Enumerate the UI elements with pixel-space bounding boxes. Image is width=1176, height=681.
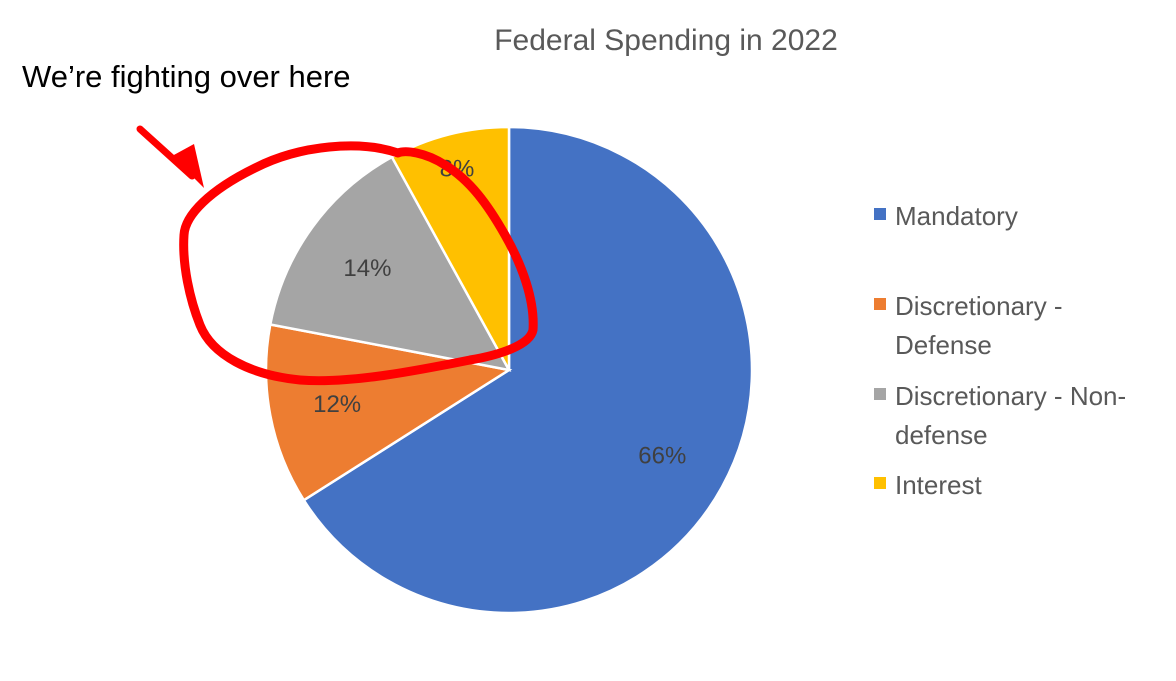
legend-item-discretionary-non-defense: Discretionary - Non-defense — [874, 381, 1126, 450]
annotation-text: We’re fighting over here — [22, 59, 351, 94]
pie-slice-discretionary-non-defense — [268, 155, 512, 372]
legend-swatch — [874, 208, 886, 220]
data-label-discretionary-defense: 12% — [313, 391, 361, 418]
legend-swatch — [874, 388, 886, 400]
data-label-discretionary-non-defense: 14% — [343, 255, 391, 282]
pie-data-labels: 66%12%14%8% — [313, 156, 686, 470]
legend-label: Discretionary - Non- — [895, 381, 1126, 411]
legend-label: Interest — [895, 470, 982, 500]
data-label-mandatory: 66% — [638, 442, 686, 469]
pie-slice-mandatory — [302, 125, 754, 615]
legend-item-discretionary-defense: Discretionary - Defense — [874, 291, 1063, 360]
pie-slices — [264, 125, 754, 615]
annotation-arrow-icon — [136, 125, 196, 180]
legend-label: Discretionary - — [895, 291, 1063, 321]
chart-title: Federal Spending in 2022 — [494, 24, 838, 57]
legend-item-mandatory: Mandatory — [874, 201, 1018, 231]
legend-label: defense — [895, 420, 988, 450]
annotation-arrowhead-icon — [172, 144, 204, 188]
legend-label: Mandatory — [895, 201, 1018, 231]
legend-label: Defense — [895, 330, 992, 360]
annotation-circle-icon — [179, 141, 538, 386]
legend-item-interest: Interest — [874, 470, 982, 500]
legend-swatch — [874, 477, 886, 489]
annotation-layer: We’re fighting over here — [22, 59, 538, 386]
legend-swatch — [874, 298, 886, 310]
